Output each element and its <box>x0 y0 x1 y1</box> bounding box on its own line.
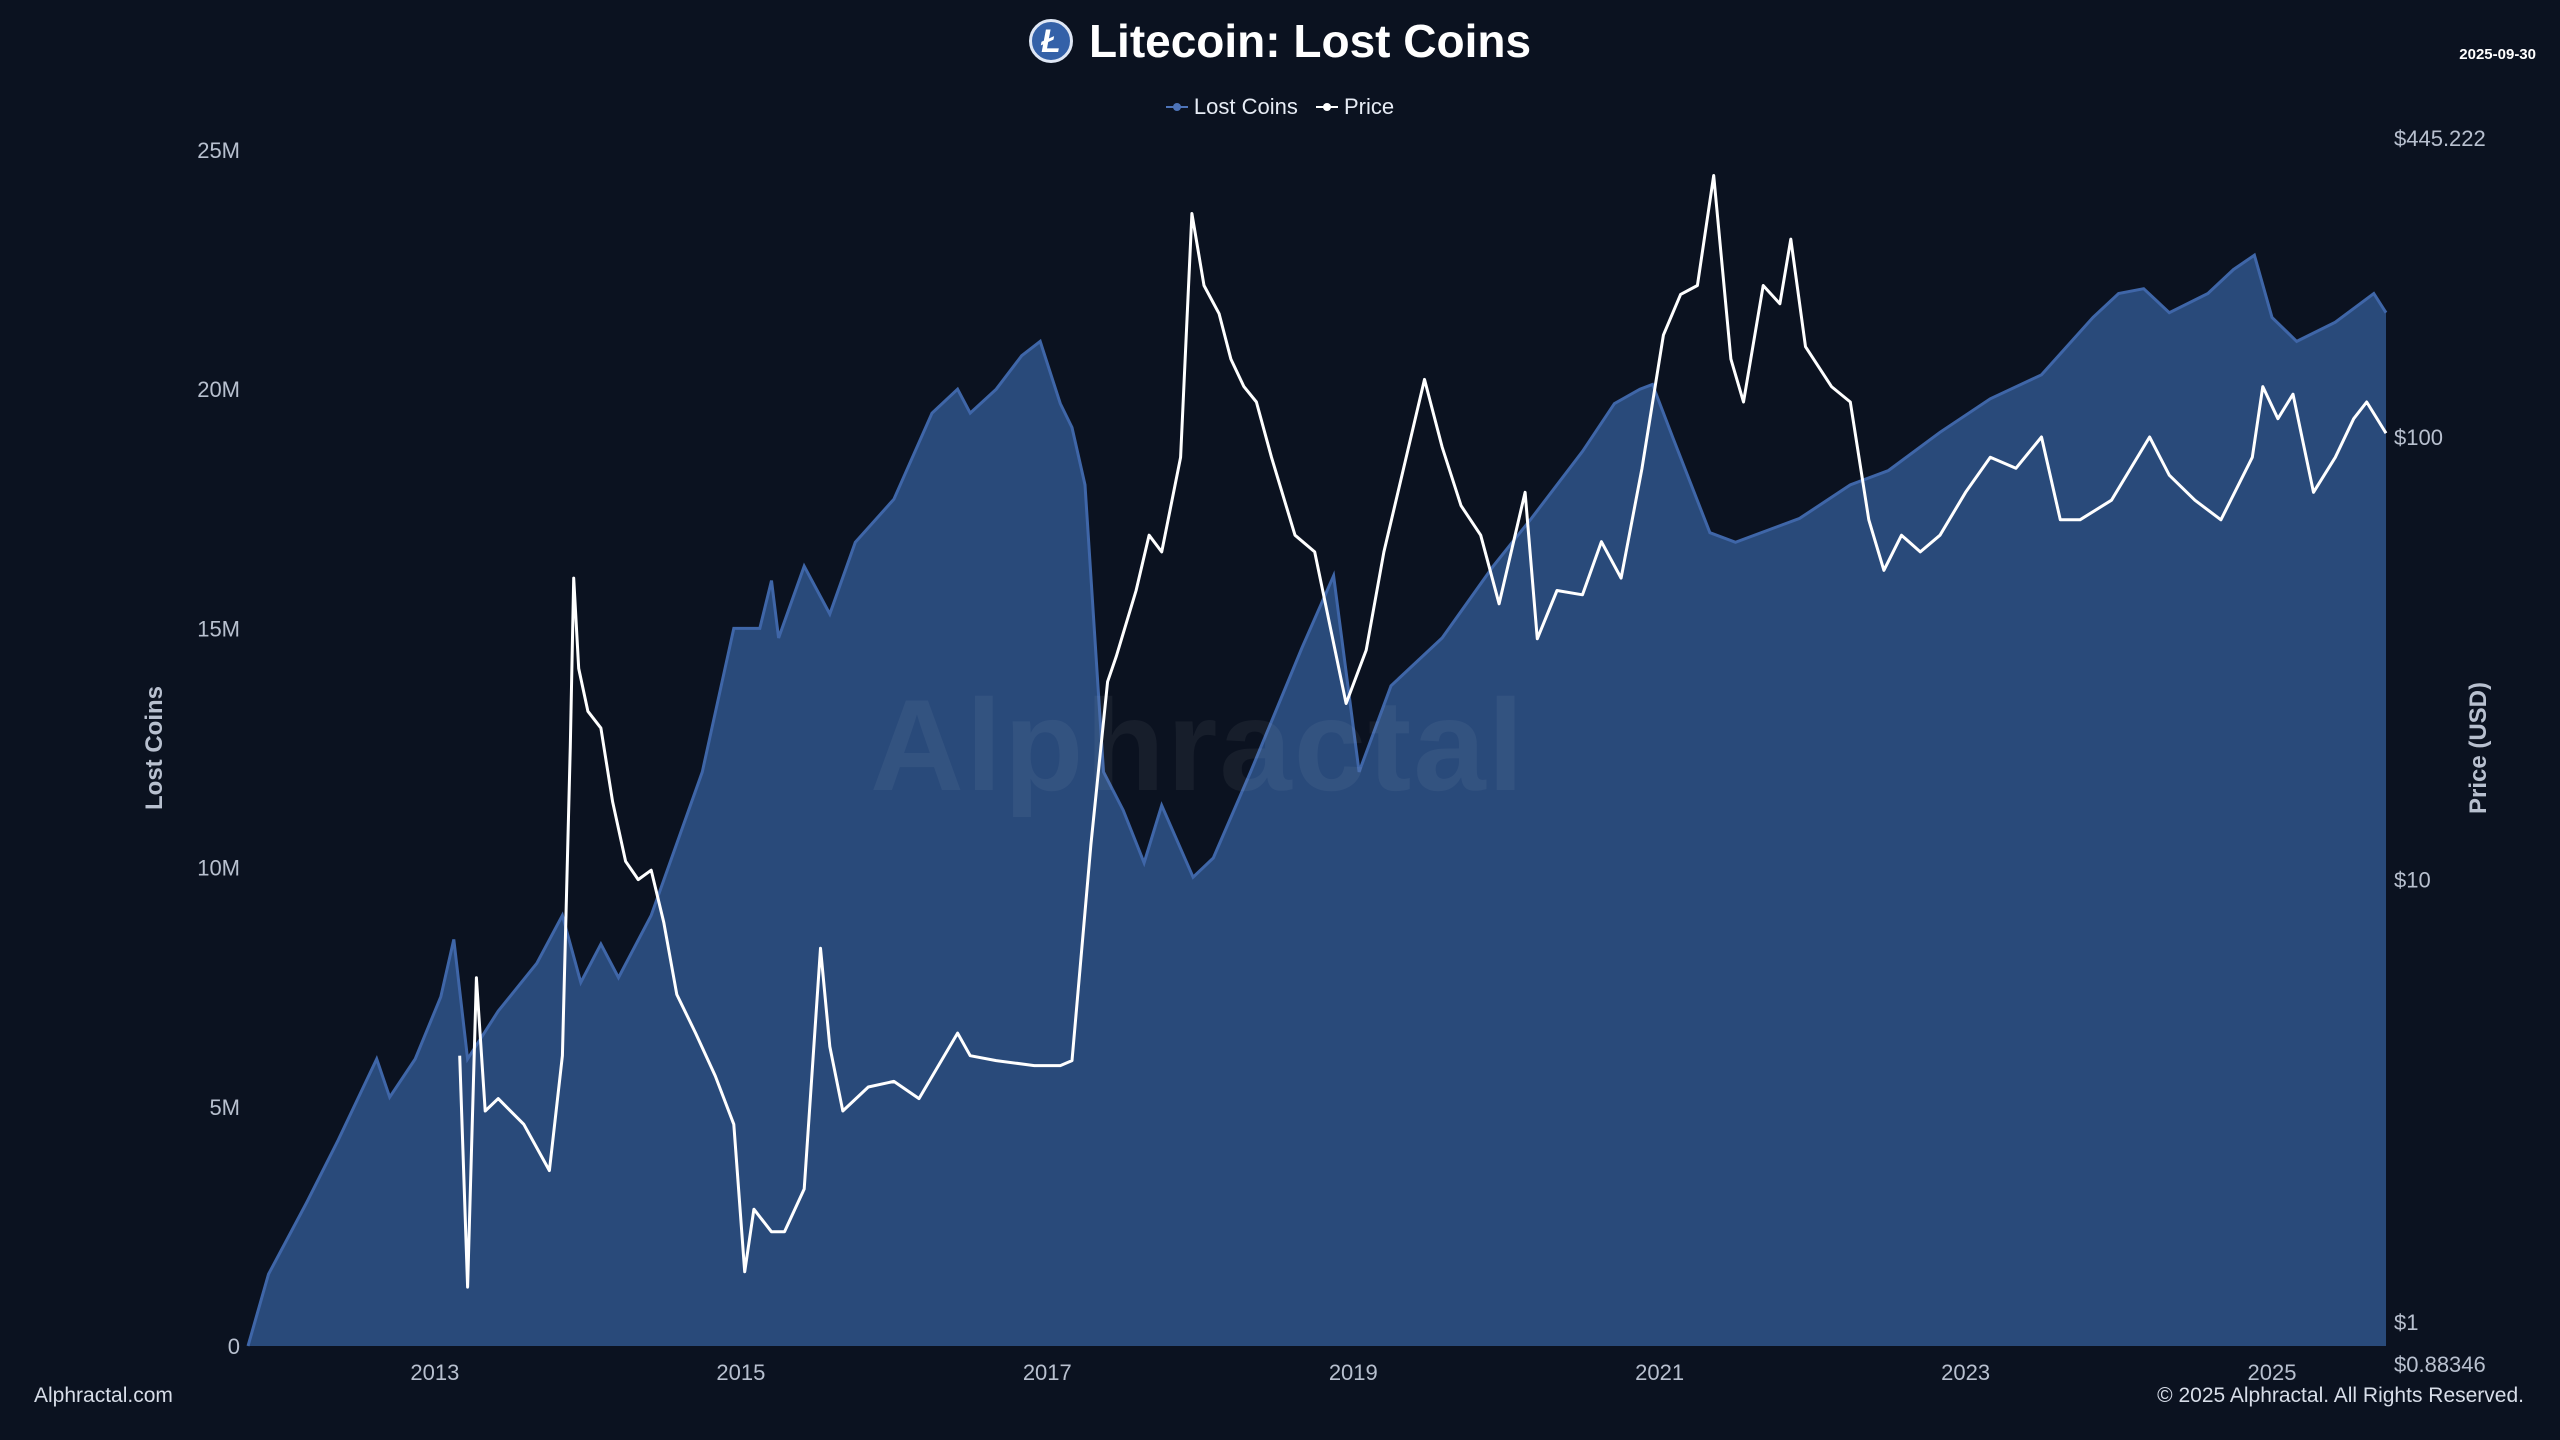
lost-coins-area <box>248 255 2386 1347</box>
date-stamp: 2025-09-30 <box>2459 46 2536 63</box>
legend-swatch-price <box>1315 103 1338 111</box>
x-axis: 2013 2015 2017 2019 2021 2023 2025 <box>410 1360 2296 1385</box>
left-axis-tick-label: 20M <box>197 377 240 402</box>
right-axis-tick-label: $445.222 <box>2394 126 2486 151</box>
right-axis-tick-label: $100 <box>2394 425 2443 450</box>
legend-item-lost-coins[interactable]: Lost Coins <box>1165 94 1298 120</box>
left-axis-title: Lost Coins <box>141 686 168 810</box>
x-axis-tick-label: 2025 <box>2248 1360 2297 1385</box>
left-axis-tick-label: 5M <box>209 1095 240 1120</box>
right-axis: $0.88346 $1 $10 $100 $445.222 <box>2394 126 2486 1377</box>
price-line-layer <box>458 174 2388 1289</box>
legend-label-lost-coins: Lost Coins <box>1193 94 1298 119</box>
right-axis-tick-label: $10 <box>2394 868 2431 893</box>
footer-copyright: © 2025 Alphractal. All Rights Reserved. <box>2157 1384 2524 1407</box>
x-axis-tick-label: 2013 <box>410 1360 459 1385</box>
left-axis-tick-label: 15M <box>197 616 240 641</box>
left-axis-tick-label: 0 <box>228 1334 240 1359</box>
x-axis-tick-label: 2023 <box>1941 1360 1990 1385</box>
chart-legend: Lost Coins Price <box>0 88 2560 120</box>
left-axis-tick-label: 25M <box>197 138 240 163</box>
legend-item-price[interactable]: Price <box>1315 94 1395 120</box>
legend-label-price: Price <box>1343 94 1395 119</box>
left-axis-tick-label: 10M <box>197 856 240 881</box>
price-line <box>458 174 2388 1289</box>
right-axis-tick-label: $1 <box>2394 1310 2418 1335</box>
right-axis-title: Price (USD) <box>2465 682 2492 814</box>
x-axis-tick-label: 2017 <box>1023 1360 1072 1385</box>
x-axis-tick-label: 2021 <box>1635 1360 1684 1385</box>
x-axis-tick-label: 2019 <box>1329 1360 1378 1385</box>
right-axis-tick-label: $0.88346 <box>2394 1352 2486 1377</box>
left-axis: 0 5M 10M 15M 20M 25M <box>197 138 240 1359</box>
legend-swatch-lost-coins <box>1165 103 1188 111</box>
footer-site[interactable]: Alphractal.com <box>34 1384 173 1407</box>
x-axis-tick-label: 2015 <box>716 1360 765 1385</box>
